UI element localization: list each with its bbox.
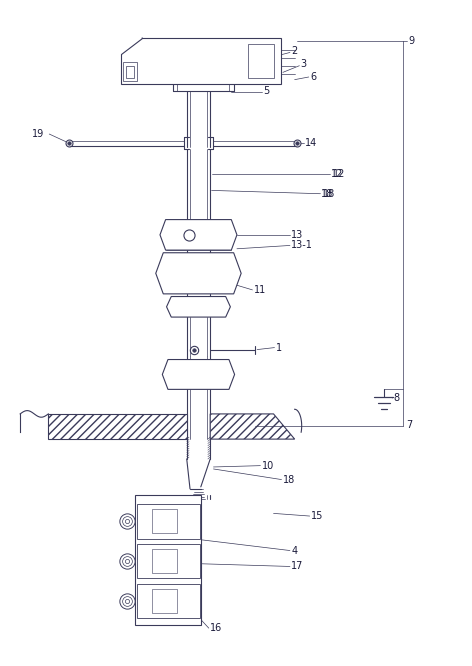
Polygon shape [156, 253, 241, 294]
Polygon shape [210, 414, 295, 439]
Bar [152, 509, 177, 533]
Text: 17: 17 [291, 561, 304, 571]
Bar [136, 583, 200, 618]
Polygon shape [167, 296, 230, 317]
Bar [152, 549, 177, 573]
Text: 18: 18 [321, 188, 334, 198]
Text: 9: 9 [408, 36, 414, 46]
Bar [136, 504, 200, 539]
Bar [136, 544, 200, 578]
Bar [48, 414, 187, 439]
Text: 10: 10 [262, 461, 274, 471]
Polygon shape [162, 360, 235, 390]
Text: 14: 14 [305, 139, 318, 149]
Text: 19: 19 [32, 129, 44, 139]
Text: 6: 6 [310, 72, 316, 82]
Text: 1: 1 [276, 342, 282, 352]
Bar [135, 496, 201, 625]
Text: 7: 7 [406, 420, 412, 430]
Text: 18: 18 [323, 188, 336, 198]
Text: 5: 5 [263, 86, 270, 96]
Text: 4: 4 [291, 545, 297, 555]
Bar [248, 45, 274, 78]
Bar [126, 66, 134, 78]
Text: 15: 15 [311, 511, 323, 521]
Text: 13: 13 [291, 230, 303, 240]
Text: 8: 8 [394, 393, 400, 403]
Text: 12: 12 [331, 168, 343, 179]
Bar [123, 63, 136, 81]
Text: 13-1: 13-1 [291, 240, 313, 250]
Polygon shape [121, 38, 280, 85]
Text: 12: 12 [333, 168, 345, 179]
Text: 18: 18 [283, 475, 295, 485]
Text: 11: 11 [254, 285, 266, 295]
Text: 3: 3 [301, 59, 307, 69]
Polygon shape [160, 220, 237, 250]
Text: 2: 2 [291, 46, 298, 56]
Bar [152, 589, 177, 613]
Text: 16: 16 [210, 623, 222, 633]
